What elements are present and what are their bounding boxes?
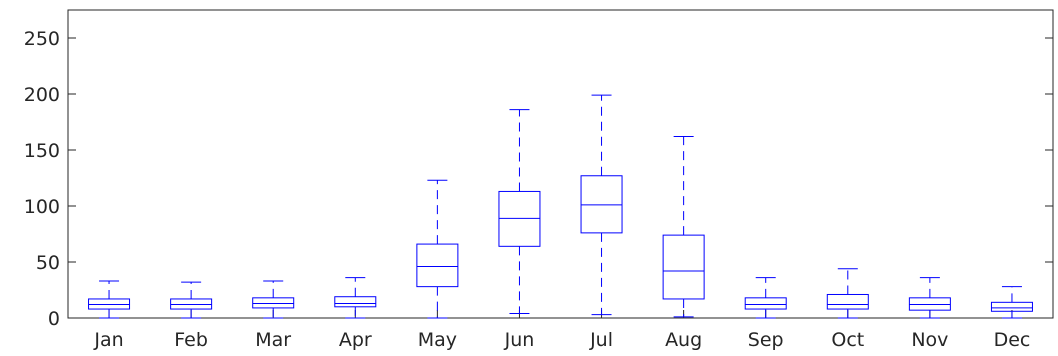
x-tick-label: Dec (994, 329, 1031, 351)
box-apr (334, 296, 377, 308)
box-jul (580, 175, 623, 234)
y-tick-label: 250 (24, 28, 60, 50)
box-aug (662, 234, 705, 300)
x-tick-label: Nov (911, 329, 948, 351)
axes-frame (67, 9, 1054, 319)
x-tick-label: Jun (504, 329, 535, 351)
plot-area: 0 50 100 150 200 250 Jan Feb Mar Apr May Jun Jul Aug S… (24, 9, 1054, 351)
x-tick-label: Feb (174, 329, 208, 351)
x-tick-label: Apr (339, 329, 372, 351)
box-nov (908, 297, 951, 311)
box-mar (252, 297, 295, 309)
box-may (416, 243, 459, 288)
x-tick-label: Mar (255, 329, 291, 351)
box-jan (88, 298, 131, 310)
x-tick-label: May (418, 329, 457, 351)
box-sep (744, 297, 787, 310)
y-tick-label: 150 (24, 140, 60, 162)
box-dec (990, 301, 1033, 312)
box-oct (826, 293, 869, 310)
y-tick-label: 100 (24, 196, 60, 218)
box-jun (498, 190, 541, 247)
y-tick-label: 50 (36, 252, 60, 274)
box-feb (170, 298, 213, 310)
x-tick-label: Jan (93, 329, 123, 351)
x-tick-label: Jul (589, 329, 613, 351)
y-tick-label: 0 (48, 308, 60, 330)
x-tick-label: Sep (748, 329, 784, 351)
x-tick-label: Oct (831, 329, 864, 351)
y-tick-label: 200 (24, 84, 60, 106)
x-tick-label: Aug (665, 329, 702, 351)
